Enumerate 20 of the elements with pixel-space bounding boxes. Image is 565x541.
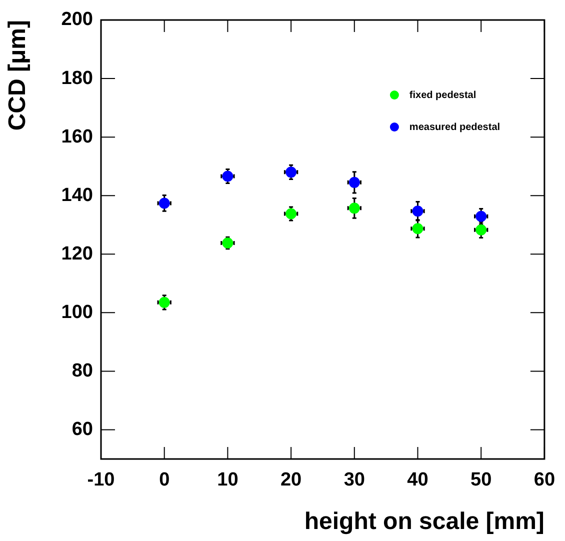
y-tick-label: 60 [72, 418, 93, 440]
x-tick-label: 60 [534, 470, 556, 491]
legend-label: fixed pedestal [409, 90, 476, 101]
x-tick-label: -10 [87, 470, 115, 491]
y-tick-label: 160 [61, 126, 93, 148]
y-axis-title: CCD [μm] [4, 20, 32, 131]
x-tick-label: 40 [407, 470, 428, 491]
y-tick-label: 120 [61, 243, 93, 264]
x-tick-label: 50 [470, 470, 492, 491]
y-tick-label: 100 [61, 302, 93, 323]
y-tick-label: 80 [72, 360, 93, 382]
legend-label: measured pedestal [409, 122, 500, 133]
y-tick-label: 180 [61, 68, 93, 89]
x-tick-label: 0 [159, 470, 170, 491]
x-tick-label: 30 [344, 470, 365, 491]
y-tick-label: 200 [61, 9, 93, 30]
x-tick-label: 20 [280, 470, 302, 491]
x-tick-label: 10 [217, 470, 238, 491]
x-axis-title: height on scale [mm] [304, 508, 544, 536]
y-tick-label: 140 [61, 184, 93, 206]
